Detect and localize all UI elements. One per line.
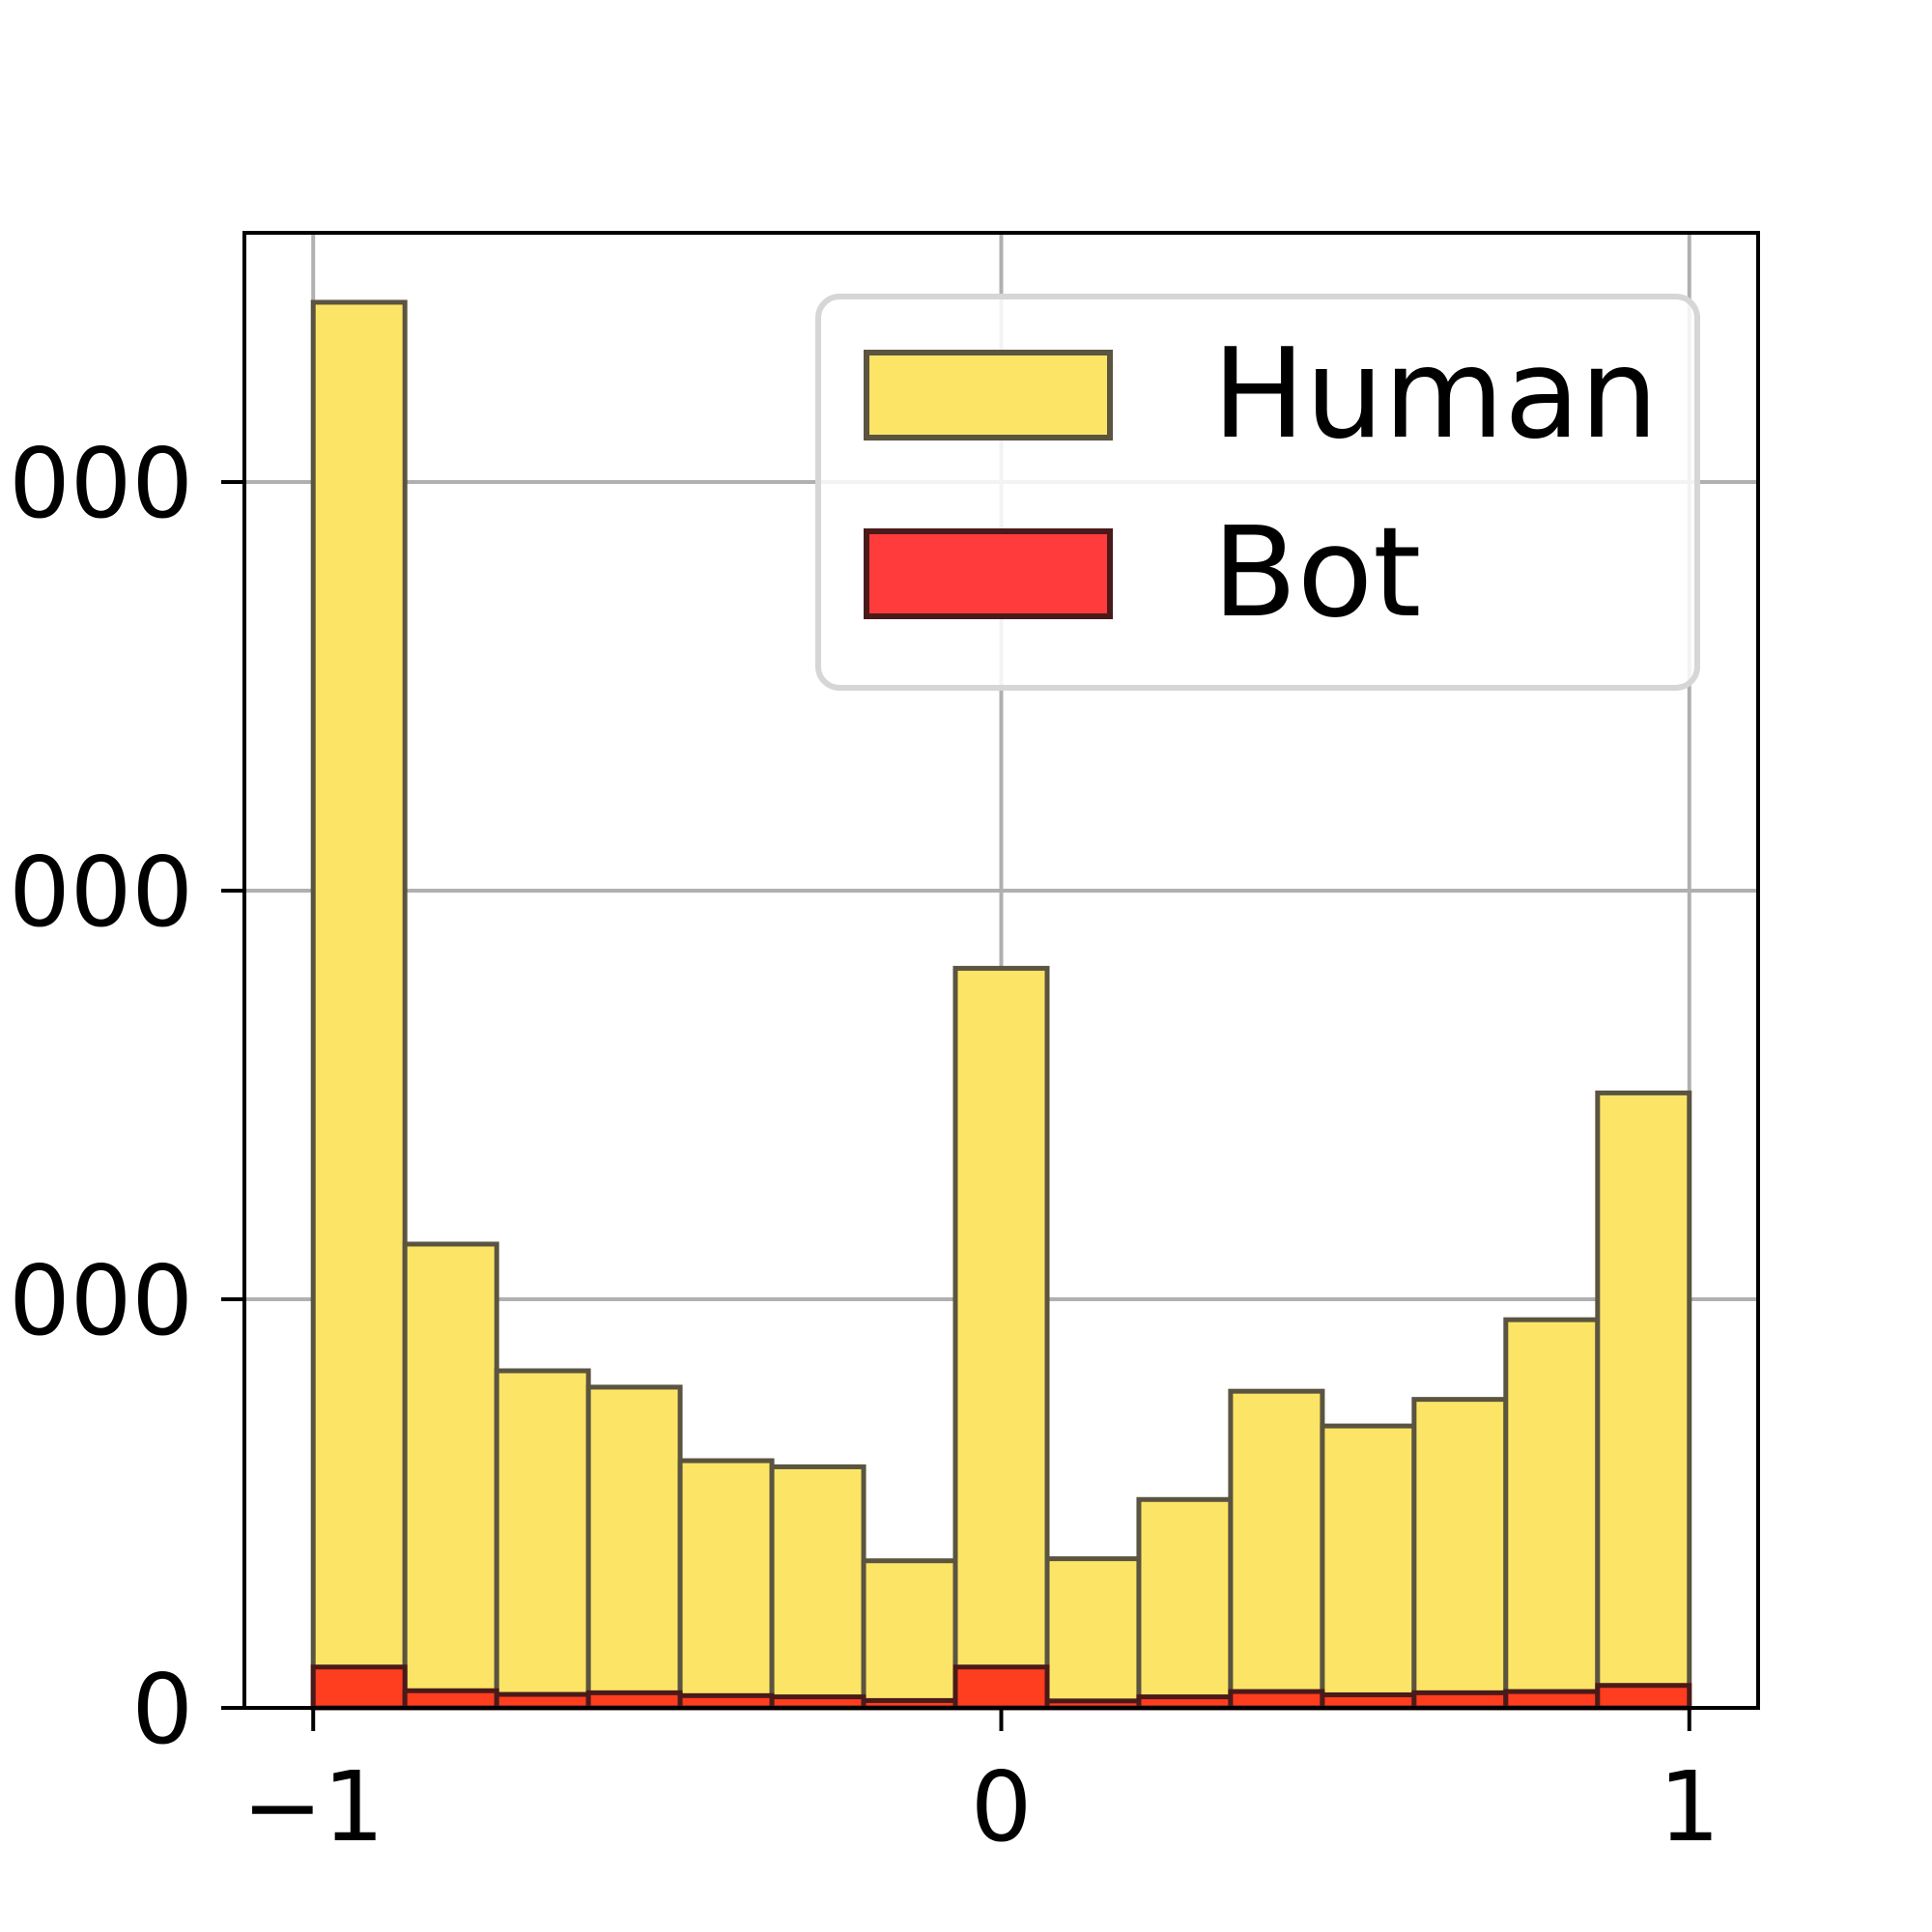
- y-tick-label: 000: [9, 1244, 193, 1357]
- human-bar: [769, 1463, 867, 1711]
- legend: Human Bot: [815, 294, 1700, 691]
- human-bar: [402, 1241, 499, 1711]
- human-bar: [1503, 1317, 1601, 1711]
- bot-bar: [494, 1691, 591, 1711]
- bot-bar: [1228, 1689, 1325, 1711]
- human-bar: [1411, 1397, 1509, 1711]
- y-tick-label: 0: [131, 1653, 193, 1766]
- human-bar: [1595, 1090, 1692, 1711]
- human-bar: [1136, 1496, 1234, 1711]
- legend-swatch-bot: [864, 528, 1113, 619]
- y-tick-label: 000: [9, 427, 193, 540]
- bot-bar: [310, 1664, 408, 1711]
- bot-bar: [952, 1664, 1050, 1711]
- human-bar: [310, 299, 408, 1711]
- human-bar: [952, 965, 1050, 1711]
- bot-bar: [1503, 1689, 1601, 1711]
- legend-label-bot: Bot: [1212, 501, 1421, 645]
- bot-bar: [585, 1690, 683, 1711]
- y-tick-label: 000: [9, 836, 193, 949]
- legend-swatch-human: [864, 350, 1113, 440]
- x-tick-label: 0: [971, 1750, 1033, 1863]
- histogram-bars: [310, 299, 1692, 1711]
- bot-bar: [1320, 1691, 1417, 1711]
- bot-bar: [1595, 1683, 1692, 1711]
- human-bar: [861, 1558, 958, 1711]
- human-bar: [1044, 1556, 1142, 1711]
- bot-bar: [402, 1688, 499, 1711]
- legend-label-human: Human: [1212, 323, 1659, 467]
- human-bar: [1320, 1423, 1417, 1711]
- x-tick-label: 1: [1659, 1750, 1720, 1863]
- human-bar: [677, 1458, 775, 1711]
- human-bar: [494, 1368, 591, 1711]
- x-tick-label: −1: [242, 1750, 384, 1863]
- bot-bar: [1411, 1690, 1509, 1711]
- human-bar: [585, 1384, 683, 1711]
- human-bar: [1228, 1388, 1325, 1711]
